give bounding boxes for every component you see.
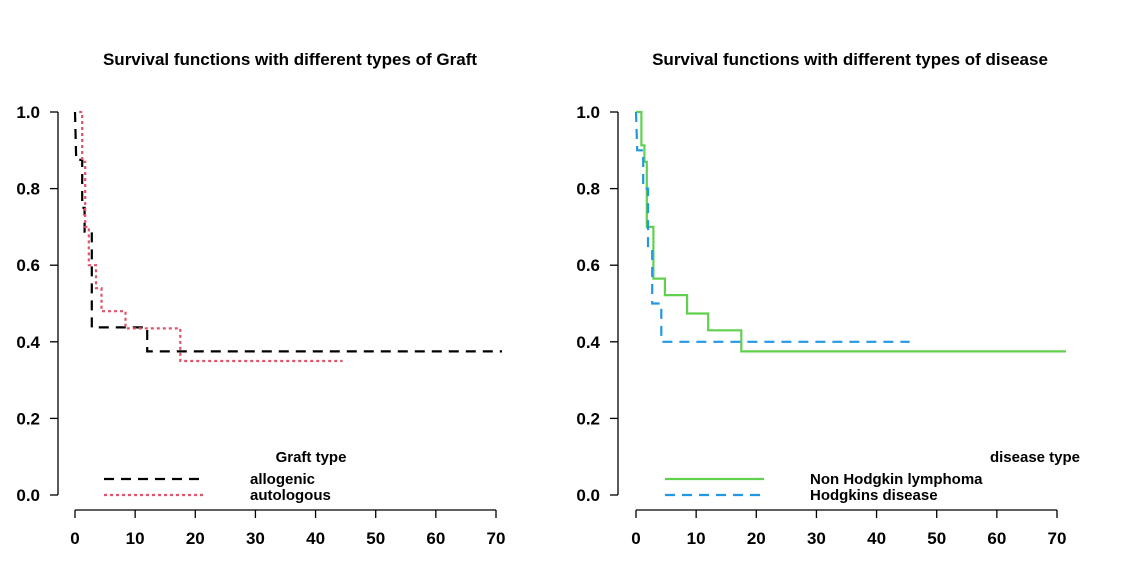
chart1-y-tick-label: 0.6: [16, 256, 40, 275]
chart1-series-allogenic: [73, 111, 502, 353]
chart2-x-tick-label: 10: [687, 529, 706, 548]
chart2-series-hodgkins-disease: [634, 111, 910, 343]
chart1-x-tick-label: 0: [70, 529, 79, 548]
chart1-y-tick-label: 0.2: [16, 409, 40, 428]
chart2-x-tick-label: 30: [807, 529, 826, 548]
chart2-x-tick-label: 40: [867, 529, 886, 548]
chart1-legend-label: autologous: [250, 487, 331, 504]
chart1-x-tick-label: 30: [246, 529, 265, 548]
chart1-y-tick-label: 0.8: [16, 180, 40, 199]
chart1-x-tick-label: 20: [186, 529, 205, 548]
chart2-series-non-hodgkin-lymphoma: [636, 110, 1066, 353]
chart1-x-tick-label: 50: [366, 529, 385, 548]
chart1-x-tick-label: 10: [126, 529, 145, 548]
chart2-x-tick-label: 20: [747, 529, 766, 548]
chart2-y-tick-label: 0.4: [576, 333, 600, 352]
chart1-y-tick-label: 0.0: [16, 486, 40, 505]
chart1-y-tick-label: 1.0: [16, 103, 40, 122]
chart2-legend-title: disease type: [990, 449, 1080, 466]
chart2-legend-label: Non Hodgkin lymphoma: [810, 471, 983, 488]
chart1-x-tick-label: 60: [426, 529, 445, 548]
chart2-x-tick-label: 70: [1048, 529, 1067, 548]
chart2-x-tick-label: 0: [631, 529, 640, 548]
chart2-legend-label: Hodgkins disease: [810, 487, 938, 504]
chart2-title: Survival functions with different types …: [652, 50, 1048, 69]
chart1-title: Survival functions with different types …: [103, 50, 477, 69]
chart1-legend-label: allogenic: [250, 471, 315, 488]
chart2-y-tick-label: 0.2: [576, 409, 600, 428]
chart2-x-tick-label: 60: [987, 529, 1006, 548]
chart2-y-tick-label: 0.6: [576, 256, 600, 275]
chart1-x-tick-label: 40: [306, 529, 325, 548]
chart1-x-tick-label: 70: [487, 529, 506, 548]
chart2-y-tick-label: 0.0: [576, 486, 600, 505]
chart1-y-tick-label: 0.4: [16, 333, 40, 352]
chart2-y-tick-label: 1.0: [576, 103, 600, 122]
chart2-x-tick-label: 50: [927, 529, 946, 548]
chart1-series-autologous: [79, 110, 343, 363]
chart1-legend-title: Graft type: [276, 449, 347, 466]
chart2-y-tick-label: 0.8: [576, 180, 600, 199]
